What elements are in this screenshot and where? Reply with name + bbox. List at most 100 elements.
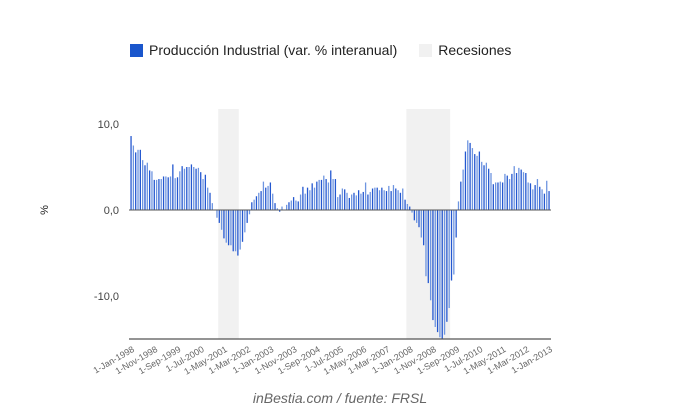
bar [341,188,344,210]
bar [139,149,141,210]
bar [209,192,211,210]
bar [402,188,404,210]
legend-item-recessions[interactable]: Recesiones [419,42,511,58]
bar [385,191,388,210]
y-tick-label: 0,0 [104,205,119,217]
bar [227,210,230,246]
bar [285,204,288,210]
bar [436,210,439,333]
bar [169,176,172,210]
bar [448,210,450,309]
bar [158,179,160,210]
bar [427,210,429,284]
bar [364,182,367,210]
bar [165,176,167,210]
bar [216,210,218,218]
bar [441,210,443,339]
bar [299,194,302,210]
bar [334,179,337,210]
bar [234,210,237,252]
bar [357,190,360,210]
bar [474,154,476,210]
bar [306,187,309,210]
bar [455,210,457,238]
bar [195,168,197,210]
bar [506,175,508,210]
bar [197,167,200,210]
legend-item-production[interactable]: Producción Industrial (var. % interanual… [130,42,397,58]
bar [534,185,536,210]
bar [174,178,176,210]
bar [309,190,311,210]
bar [279,210,281,212]
bar [155,179,158,210]
bar [220,210,223,230]
bar [522,172,525,210]
bar [546,180,548,210]
bar [325,179,327,210]
bar [539,186,541,210]
bar [320,179,323,210]
bar [450,210,453,281]
bar [313,187,316,210]
bar [200,172,202,210]
bar [146,162,148,210]
bar [383,190,385,210]
bar [153,179,155,210]
bar [508,179,511,210]
bar [515,173,518,210]
bar [483,165,485,210]
bar [525,173,527,210]
bar [532,189,534,210]
bar [148,170,151,210]
bar [497,182,499,210]
bar [211,203,213,210]
bar [204,174,207,210]
bar [142,160,144,210]
bar [135,152,137,210]
bar [218,210,220,223]
bar [423,210,425,246]
bar [151,171,153,210]
bar [181,166,183,210]
bar [302,186,304,210]
bar [432,210,434,321]
bar [371,188,374,210]
bar [183,168,186,210]
bar [511,173,513,210]
bar [457,201,460,210]
bar [541,189,543,210]
bar [425,210,427,277]
bar [395,188,397,210]
bar [409,206,411,210]
bar [353,192,355,210]
bar [529,183,532,210]
bar [251,202,253,210]
bar [348,197,350,210]
bar [494,182,497,210]
source-footer: inBestia.com / fuente: FRSL [252,390,428,406]
bar [406,203,409,210]
bar [381,187,383,210]
legend-swatch-production [130,43,143,57]
bar [460,181,462,210]
bar [269,182,272,210]
bar [485,162,487,210]
bar [239,210,241,250]
bar [399,192,402,210]
bar [137,149,139,210]
bar [346,192,348,210]
bar [330,170,332,210]
bar [453,210,455,275]
bar [339,194,341,210]
bar [467,140,469,210]
bar [323,175,325,210]
bar [367,194,369,210]
legend-label-production: Producción Industrial (var. % interanual… [149,42,398,58]
bar [464,151,467,210]
bar [476,155,478,210]
bar [388,185,390,210]
legend-swatch-recessions [419,43,433,57]
bar [167,177,169,210]
bar [374,187,376,210]
